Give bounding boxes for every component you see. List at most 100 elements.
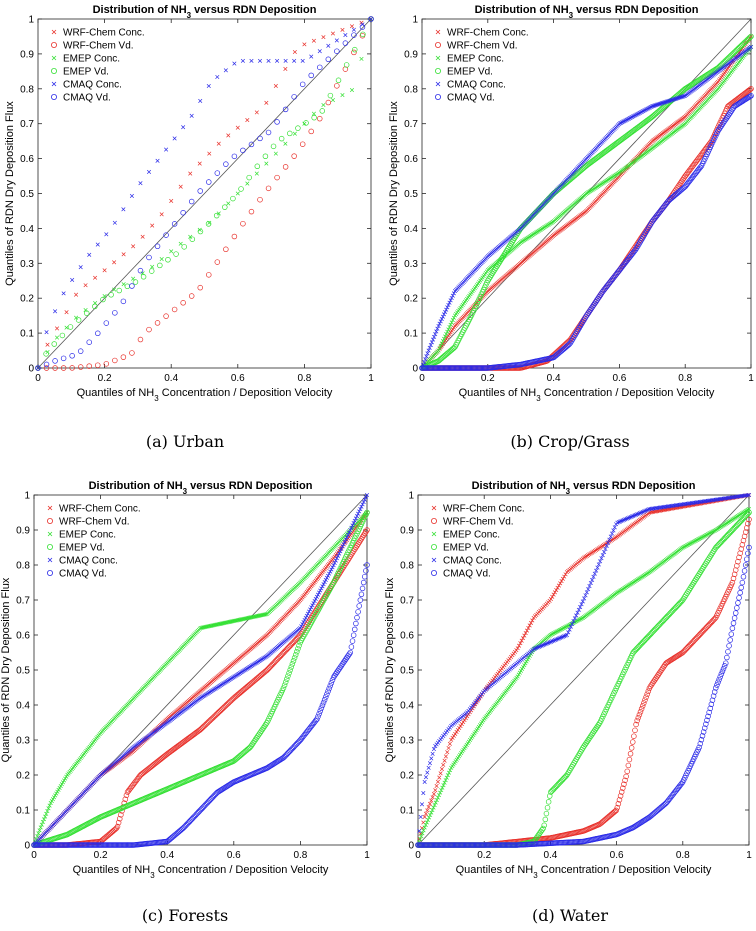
data-point (188, 234, 193, 239)
data-point (45, 342, 50, 347)
data-point (35, 365, 41, 371)
data-point (51, 341, 57, 347)
data-point (281, 682, 288, 688)
data-point (163, 232, 169, 238)
data-point (93, 275, 98, 280)
data-point (646, 106, 651, 111)
legend-label: CMAQ Vd. (59, 569, 107, 580)
legend-label: WRF-Chem Vd. (447, 41, 518, 52)
chart-title: Distribution of NH3 versus RDN Depositio… (472, 480, 696, 496)
data-point (120, 354, 127, 360)
data-point (274, 119, 280, 125)
data-point (426, 348, 431, 353)
data-point (131, 244, 136, 249)
data-point (59, 782, 64, 787)
data-point (629, 115, 634, 120)
data-point (308, 72, 314, 79)
x-tick-label: 0.2 (94, 850, 108, 861)
data-point (52, 365, 58, 371)
data-point (86, 363, 92, 369)
data-point (262, 153, 269, 159)
chart-panel-d: Distribution of NH3 versus RDN Depositio… (384, 480, 752, 880)
data-point (132, 279, 139, 285)
data-point (447, 325, 452, 330)
data-point (257, 135, 263, 142)
data-point (446, 327, 451, 332)
data-point (171, 306, 178, 313)
data-point (43, 361, 50, 368)
legend-label: EMEP Conc. (447, 54, 504, 65)
chart-title: Distribution of NH3 versus RDN Depositio… (475, 4, 699, 20)
data-point (157, 262, 163, 269)
legend-label: CMAQ Conc. (447, 80, 506, 91)
y-tick-label: 0.4 (404, 224, 418, 235)
y-tick-label: 0.1 (20, 329, 34, 340)
data-point (640, 109, 645, 114)
data-point (664, 99, 669, 104)
data-point (632, 113, 637, 118)
data-point (114, 823, 121, 830)
y-axis-label: Quantiles of RDN Dry Deposition Flux (384, 577, 396, 762)
y-tick-label: 0.3 (404, 259, 418, 270)
text-part: Concentration / Deposition Velocity (159, 387, 333, 399)
data-point (282, 106, 289, 113)
data-point (659, 101, 664, 106)
legend-label: WRF-Chem Conc. (63, 28, 145, 39)
data-point (440, 339, 445, 344)
y-axis-label: Quantiles of RDN Dry Deposition Flux (0, 577, 12, 762)
data-point (74, 292, 79, 297)
series-wrf-chem-vd (35, 16, 374, 371)
y-tick-label: 0.3 (16, 736, 30, 747)
text-part: versus RDN Deposition (187, 480, 313, 492)
data-point (334, 83, 340, 89)
legend-marker (435, 55, 441, 61)
data-point (49, 798, 54, 804)
data-point (44, 330, 49, 335)
reference-line (37, 18, 372, 369)
data-point (317, 64, 323, 71)
y-tick-label: 1 (28, 15, 34, 26)
data-point (207, 151, 212, 156)
y-tick-label: 0.1 (16, 806, 30, 817)
data-point (364, 527, 370, 533)
data-point (319, 108, 326, 114)
series-cmaq-conc (35, 16, 374, 371)
text-part: Quantiles of NH (77, 387, 155, 399)
text-part: Quantiles of NH (456, 864, 534, 876)
x-tick-label: 0 (35, 373, 41, 384)
data-point (427, 345, 432, 350)
y-tick-label: 0.9 (404, 49, 418, 60)
data-point (41, 817, 47, 822)
data-point (631, 114, 636, 119)
data-point (444, 332, 449, 337)
data-point (266, 58, 271, 63)
data-point (283, 66, 288, 72)
data-point (334, 38, 339, 43)
data-point (159, 256, 164, 262)
data-point (364, 509, 370, 516)
y-tick-label: 1 (408, 491, 414, 502)
x-tick-label: 0.8 (293, 850, 307, 861)
y-tick-label: 0.4 (16, 701, 30, 712)
data-point (287, 667, 293, 673)
data-point (171, 221, 178, 227)
data-point (681, 94, 686, 99)
data-point (679, 94, 684, 99)
data-point (103, 320, 110, 326)
figure-caption: (a) Urban (146, 432, 224, 451)
data-point (198, 98, 203, 103)
data-point (122, 796, 129, 802)
data-point (46, 806, 51, 811)
data-point (169, 249, 174, 254)
data-point (163, 313, 169, 319)
data-point (69, 353, 75, 359)
data-point (129, 193, 134, 198)
legend-label: CMAQ Conc. (63, 80, 122, 91)
data-point (283, 58, 288, 63)
data-point (104, 232, 109, 237)
data-point (189, 113, 194, 118)
data-point (647, 105, 652, 110)
x-tick-label: 0.6 (231, 373, 245, 384)
legend-marker (51, 68, 58, 75)
data-point (169, 198, 174, 204)
